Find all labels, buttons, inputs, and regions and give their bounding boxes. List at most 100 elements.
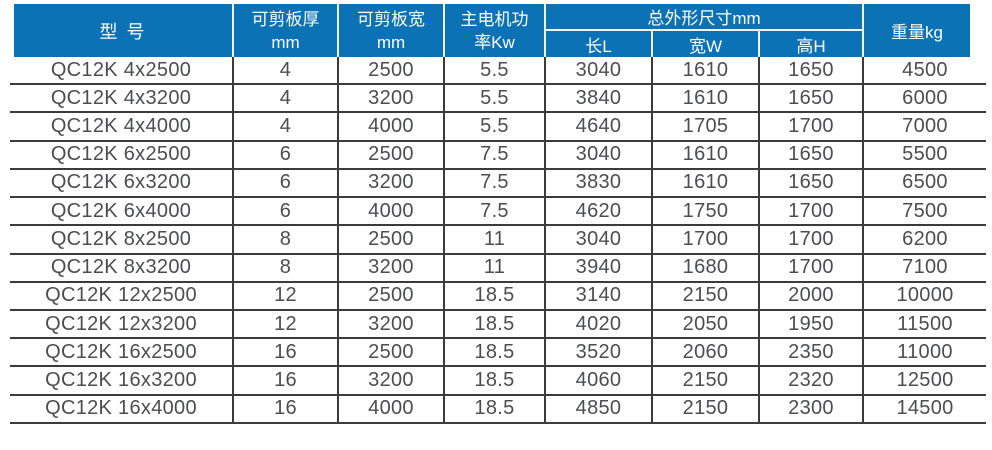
cell-thickness: 6 bbox=[232, 198, 337, 227]
cell-overall-width: 2050 bbox=[651, 310, 758, 340]
cell-thickness: 16 bbox=[232, 395, 337, 424]
cell-weight: 6200 bbox=[862, 226, 986, 255]
table-row: QC12K 12x2500 12 2500 18.5 3140 2150 200… bbox=[10, 282, 986, 311]
cell-model: QC12K 16x4000 bbox=[10, 396, 232, 424]
table-row: QC12K 4x2500 4 2500 5.5 3040 1610 1650 4… bbox=[10, 57, 986, 86]
cell-overall-width: 1700 bbox=[651, 226, 758, 255]
cell-overall-width: 1680 bbox=[651, 254, 758, 283]
cell-motor-power: 7.5 bbox=[443, 169, 544, 199]
table-row: QC12K 4x3200 4 3200 5.5 3840 1610 1650 6… bbox=[10, 85, 986, 114]
cell-height: 1950 bbox=[758, 310, 862, 340]
cell-width: 2500 bbox=[337, 57, 443, 86]
cell-width: 3200 bbox=[337, 85, 443, 114]
table-header: 型 号 可剪板厚 mm 可剪板宽 mm 主电机功 率Kw 总外形尺寸mm 长L … bbox=[14, 4, 970, 57]
cell-width: 2500 bbox=[337, 339, 443, 368]
cell-height: 1700 bbox=[758, 113, 862, 142]
cell-motor-power: 5.5 bbox=[443, 113, 544, 142]
cell-model: QC12K 8x3200 bbox=[10, 255, 232, 283]
cell-width: 3200 bbox=[337, 254, 443, 283]
cell-thickness: 6 bbox=[232, 169, 337, 199]
cell-length: 3520 bbox=[544, 339, 651, 368]
table-body: QC12K 4x2500 4 2500 5.5 3040 1610 1650 4… bbox=[10, 57, 986, 424]
cell-overall-width: 1610 bbox=[651, 169, 758, 199]
cell-height: 1700 bbox=[758, 198, 862, 227]
cell-length: 4020 bbox=[544, 310, 651, 340]
header-thickness-unit: mm bbox=[271, 32, 300, 52]
cell-overall-width: 2150 bbox=[651, 282, 758, 311]
cell-height: 2350 bbox=[758, 339, 862, 368]
cell-weight: 7500 bbox=[862, 198, 986, 227]
cell-width: 3200 bbox=[337, 367, 443, 396]
cell-height: 2000 bbox=[758, 282, 862, 311]
cell-thickness: 12 bbox=[232, 282, 337, 311]
cell-weight: 5500 bbox=[862, 141, 986, 170]
cell-model: QC12K 12x3200 bbox=[10, 311, 232, 340]
header-thickness-line1: 可剪板厚 bbox=[251, 9, 320, 29]
table-row: QC12K 8x2500 8 2500 11 3040 1700 1700 62… bbox=[10, 226, 986, 255]
cell-motor-power: 11 bbox=[443, 254, 544, 283]
header-width-unit: mm bbox=[376, 32, 406, 52]
cell-length: 4060 bbox=[544, 367, 651, 396]
cell-height: 1650 bbox=[758, 57, 862, 86]
cell-width: 4000 bbox=[337, 198, 443, 227]
header-height: 高H bbox=[758, 31, 862, 57]
cell-weight: 4500 bbox=[862, 57, 986, 86]
cell-weight: 11000 bbox=[862, 339, 986, 368]
cell-length: 4640 bbox=[544, 113, 651, 142]
cell-length: 3040 bbox=[544, 57, 651, 86]
cell-width: 4000 bbox=[337, 395, 443, 424]
cell-overall-width: 1610 bbox=[651, 57, 758, 86]
cell-overall-width: 2150 bbox=[651, 395, 758, 424]
cell-weight: 11500 bbox=[862, 310, 986, 340]
cell-length: 3940 bbox=[544, 254, 651, 283]
cell-overall-width: 1610 bbox=[651, 85, 758, 114]
cell-weight: 10000 bbox=[862, 282, 986, 311]
cell-length: 3040 bbox=[544, 226, 651, 255]
cell-height: 1650 bbox=[758, 141, 862, 170]
cell-length: 4850 bbox=[544, 395, 651, 424]
header-motor-power-line1: 主电机功 bbox=[460, 9, 529, 29]
cell-length: 3830 bbox=[544, 169, 651, 199]
cell-weight: 7000 bbox=[862, 113, 986, 142]
cell-height: 2300 bbox=[758, 395, 862, 424]
table-row: QC12K 6x3200 6 3200 7.5 3830 1610 1650 6… bbox=[10, 169, 986, 199]
cell-width: 2500 bbox=[337, 226, 443, 255]
header-overall-dimensions: 总外形尺寸mm bbox=[544, 4, 862, 31]
cell-weight: 6500 bbox=[862, 169, 986, 199]
cell-thickness: 4 bbox=[232, 113, 337, 142]
header-motor-power: 主电机功 率Kw bbox=[443, 4, 544, 57]
cell-overall-width: 1705 bbox=[651, 113, 758, 142]
cell-thickness: 8 bbox=[232, 226, 337, 255]
cell-weight: 12500 bbox=[862, 367, 986, 396]
header-width-line1: 可剪板宽 bbox=[357, 9, 425, 29]
cell-motor-power: 18.5 bbox=[443, 310, 544, 340]
cell-motor-power: 18.5 bbox=[443, 367, 544, 396]
cell-motor-power: 7.5 bbox=[443, 141, 544, 170]
cell-overall-width: 2060 bbox=[651, 339, 758, 368]
cell-height: 1650 bbox=[758, 85, 862, 114]
cell-length: 4620 bbox=[544, 198, 651, 227]
cell-width: 4000 bbox=[337, 113, 443, 142]
cell-height: 1650 bbox=[758, 169, 862, 199]
cell-overall-width: 1610 bbox=[651, 141, 758, 170]
cell-width: 2500 bbox=[337, 282, 443, 311]
cell-model: QC12K 16x3200 bbox=[10, 367, 232, 396]
cell-motor-power: 18.5 bbox=[443, 339, 544, 368]
header-model: 型 号 bbox=[99, 21, 147, 42]
cell-thickness: 16 bbox=[232, 367, 337, 396]
cell-width: 2500 bbox=[337, 141, 443, 170]
cell-model: QC12K 16x2500 bbox=[10, 339, 232, 368]
cell-thickness: 12 bbox=[232, 310, 337, 340]
table-row: QC12K 6x2500 6 2500 7.5 3040 1610 1650 5… bbox=[10, 141, 986, 170]
table-row: QC12K 16x2500 16 2500 18.5 3520 2060 235… bbox=[10, 339, 986, 368]
header-overall-width: 宽W bbox=[651, 31, 758, 57]
cell-length: 3840 bbox=[544, 85, 651, 114]
cell-model: QC12K 6x3200 bbox=[10, 170, 232, 199]
header-weight: 重量kg bbox=[862, 4, 970, 57]
cell-model: QC12K 4x4000 bbox=[10, 113, 232, 142]
cell-thickness: 4 bbox=[232, 85, 337, 114]
table-row: QC12K 16x3200 16 3200 18.5 4060 2150 232… bbox=[10, 367, 986, 396]
table-row: QC12K 6x4000 6 4000 7.5 4620 1750 1700 7… bbox=[10, 198, 986, 227]
cell-overall-width: 1750 bbox=[651, 198, 758, 227]
